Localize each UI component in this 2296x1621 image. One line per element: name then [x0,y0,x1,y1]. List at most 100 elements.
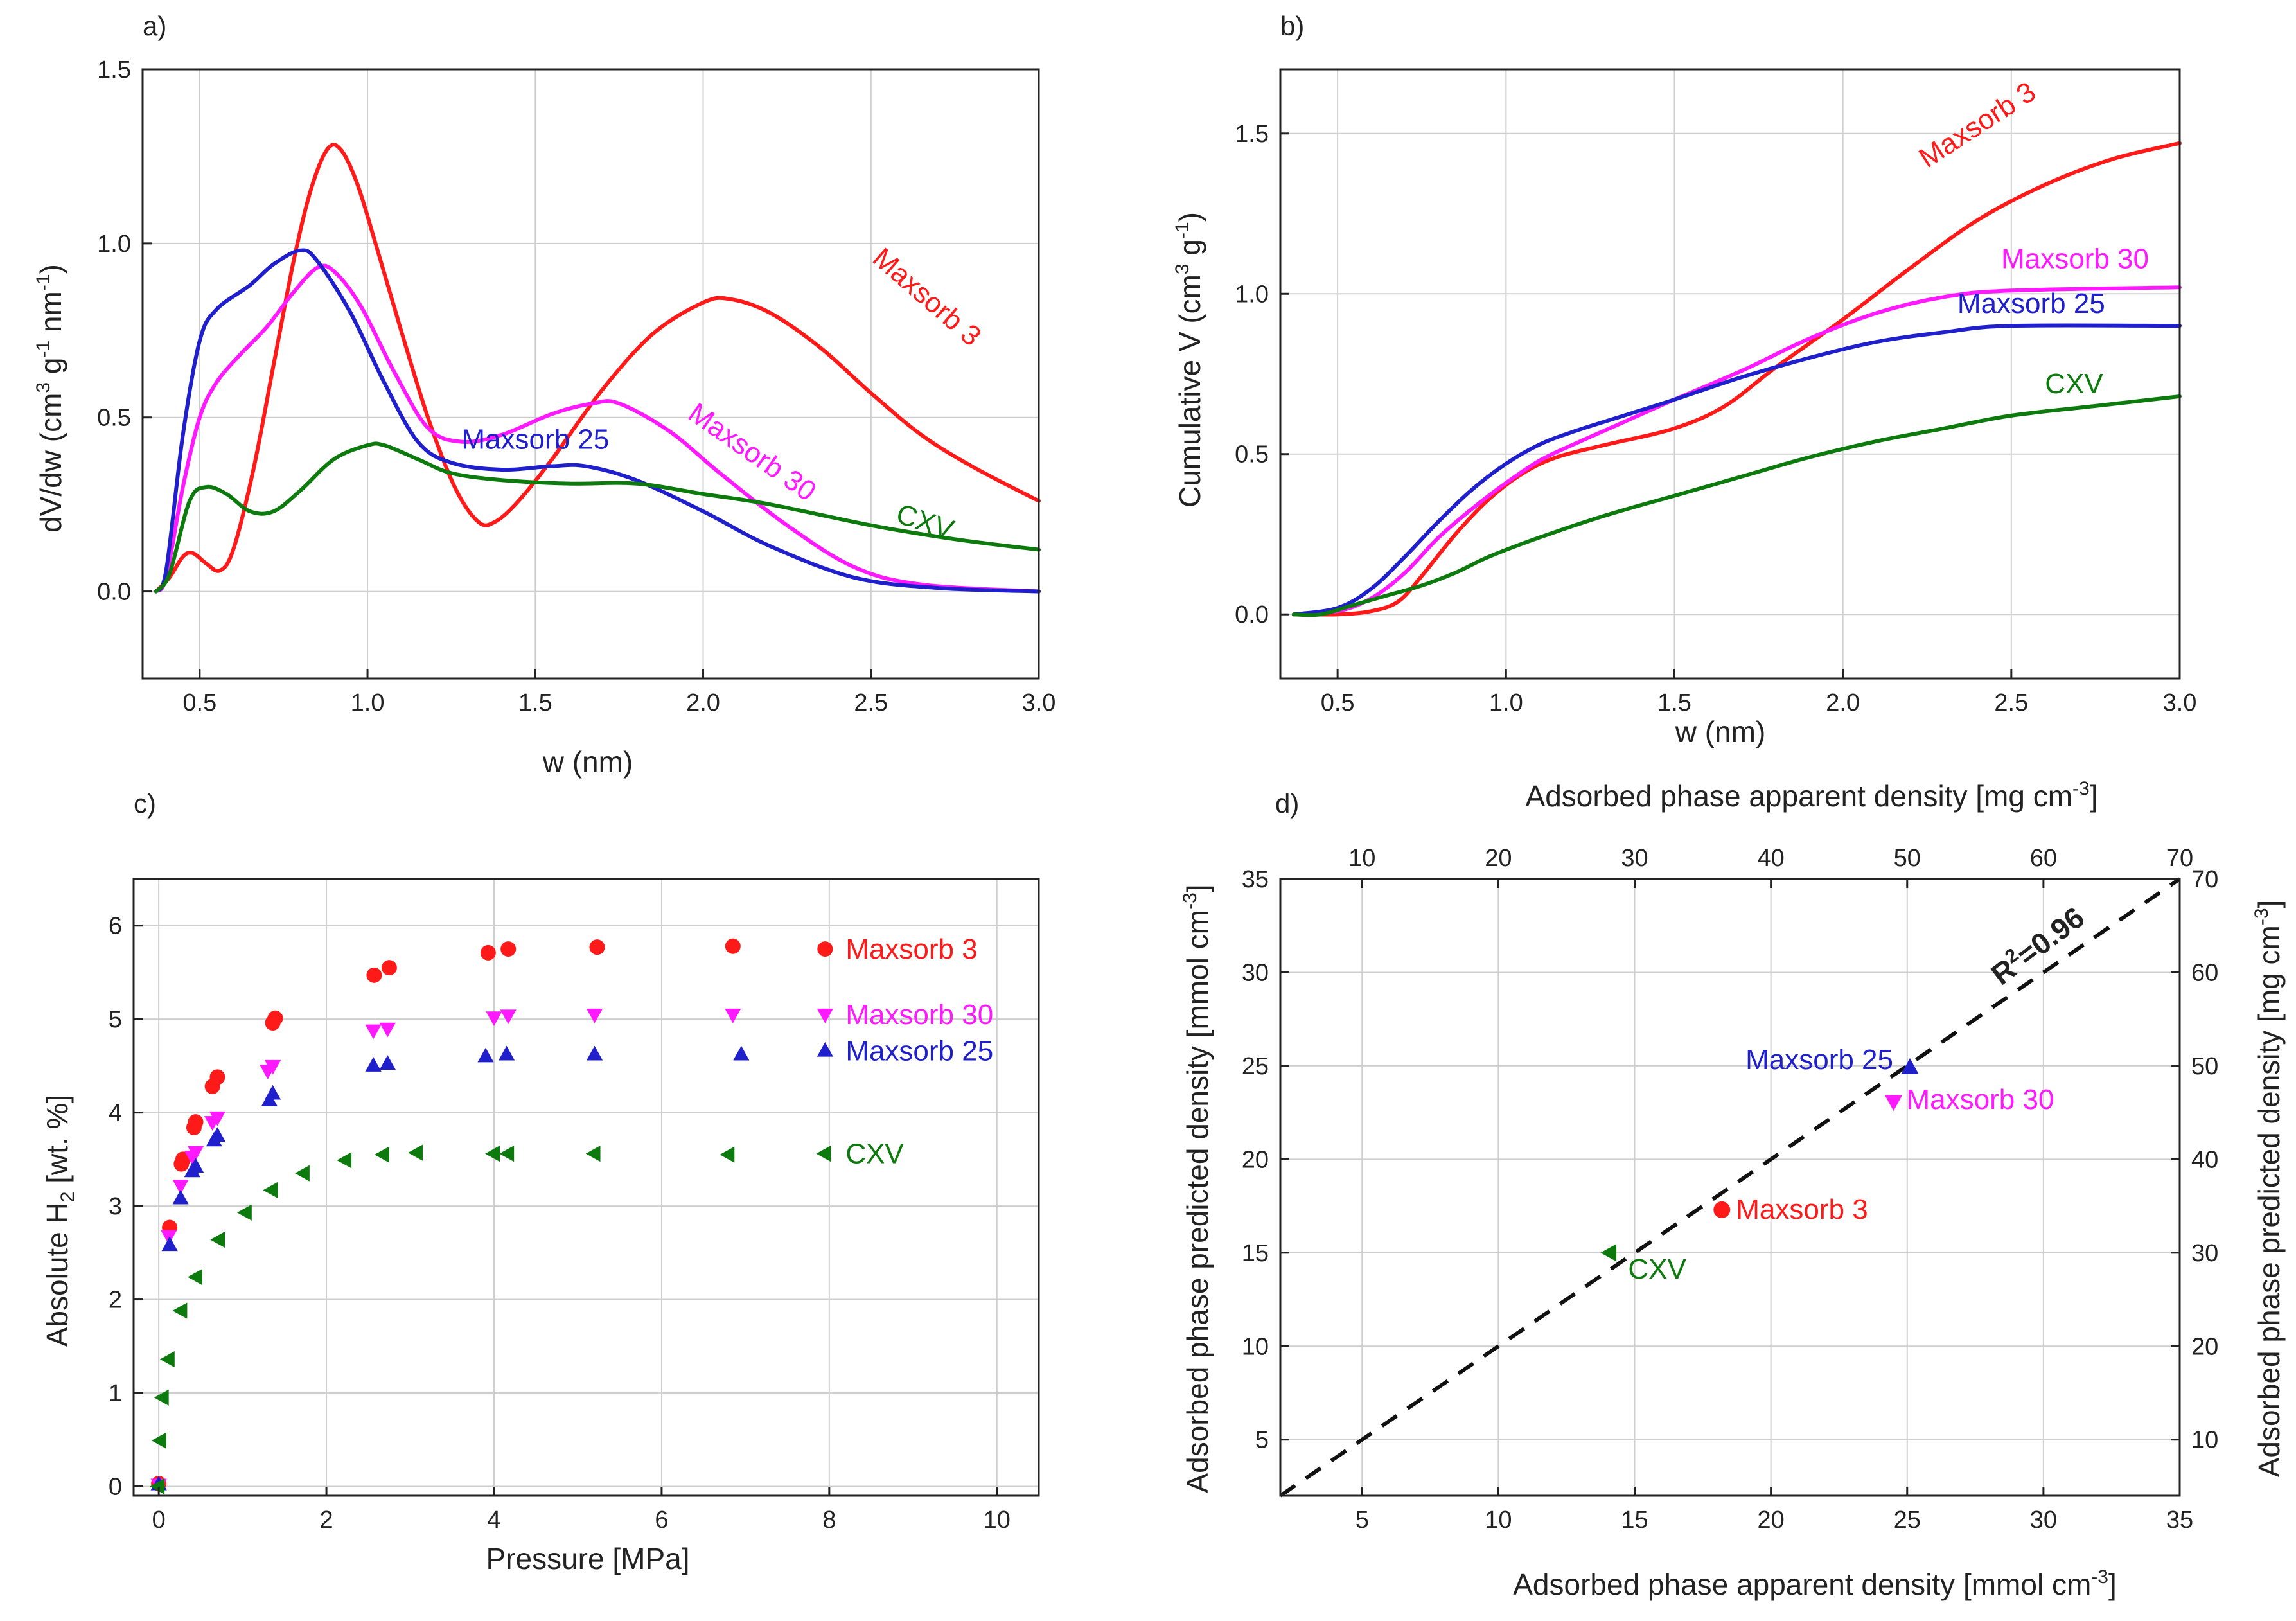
y-tick-label: 0.0 [97,579,131,606]
series-line [154,143,1041,594]
panel-c-label: c) [134,788,156,819]
series-line [1291,285,2182,617]
panel-d-label: d) [1275,788,1299,819]
y-tick-label: 35 [1242,866,1269,893]
x-tick-label: 35 [2166,1507,2193,1534]
x-tick-label: 4 [487,1507,500,1534]
point-label: Maxsorb 30 [1907,1084,2054,1115]
series-annotation: Maxsorb 25 [1957,288,2105,319]
panel-d-chart: d) Maxsorb 25 Maxsorb 30 Maxsorb 3 CXV 5 10 1… [1179,778,2286,1601]
x-tick-label: 2.0 [686,689,720,716]
panel-c-ylabel: Absolute H2 [wt. %] [40,1095,78,1347]
data-point [485,1146,500,1162]
panel-c-frame [132,878,1040,1497]
data-point [500,1009,517,1025]
x-tick-label: 15 [1621,1507,1648,1534]
data-point [365,1024,382,1040]
y-tick-label: 0 [109,1473,122,1500]
x-tick-label: 6 [655,1507,668,1534]
data-point [172,1180,189,1194]
right-y-tick-label: 10 [2191,1427,2218,1454]
panel-b-series [1291,141,2182,617]
series-line [1291,323,2182,617]
x-tick-label: 2.0 [1826,689,1860,716]
data-point [586,1045,603,1061]
y-tick-label: 30 [1242,959,1269,986]
right-y-tick-label: 30 [2191,1240,2218,1267]
data-point [725,938,741,954]
data-point [486,1011,502,1027]
x-tick-label: 0 [152,1507,166,1534]
panel-d-fit [1279,877,2181,1498]
data-point [187,1146,204,1161]
data-point [1600,1244,1617,1262]
series-line [154,441,1041,594]
x-tick-label: 0.5 [1321,689,1355,716]
x-tick-label: 1.0 [1489,689,1523,716]
x-tick-label: 1.5 [518,689,552,716]
panel-d-frame [1279,878,2181,1497]
data-point [172,1302,188,1319]
data-point [267,1010,283,1026]
top-x-tick-label: 40 [1757,845,1784,872]
panel-b-frame [1279,68,2181,680]
data-point [264,1085,281,1100]
x-tick-label: 10 [984,1507,1011,1534]
legend-marker [817,941,833,957]
panel-d-series: Maxsorb 25 Maxsorb 30 Maxsorb 3 CXV [1600,1044,2054,1285]
data-point [498,1045,515,1061]
legend-marker [817,1008,833,1023]
right-y-tick-label: 70 [2191,866,2218,893]
top-x-tick-label: 30 [1621,845,1648,872]
y-tick-label: 5 [1255,1427,1269,1454]
data-point [379,1055,396,1070]
data-point [209,1069,225,1085]
right-y-tick-label: 50 [2191,1053,2218,1080]
panel-c-legend: Maxsorb 3 Maxsorb 30 Maxsorb 25 CXV [816,934,993,1170]
y-tick-label: 1.5 [97,57,131,84]
legend-label: Maxsorb 25 [845,1036,993,1067]
data-point [187,1158,204,1173]
panel-c-series [150,938,750,1495]
top-x-tick-label: 60 [2030,845,2057,872]
panel-a-xlabel: w (nm) [542,745,633,779]
data-point [159,1351,175,1368]
x-tick-label: 30 [2030,1507,2057,1534]
panel-d-right-ylabel: Adsorbed phase predicted density [mg cm-… [2251,900,2286,1478]
data-point [209,1127,226,1142]
y-tick-label: 1.0 [97,231,131,258]
right-y-tick-label: 60 [2191,959,2218,986]
y-tick-label: 15 [1242,1240,1269,1267]
panel-c-ticks: 0 2 4 6 8 10 0 1 2 3 4 5 6 [109,913,1011,1534]
top-x-tick-label: 20 [1485,845,1512,872]
data-point [264,1059,281,1075]
x-tick-label: 5 [1356,1507,1369,1534]
data-point [209,1111,226,1126]
top-x-tick-label: 70 [2166,845,2193,872]
data-point [477,1047,494,1063]
y-tick-label: 1.0 [1235,281,1269,308]
data-point [379,1022,396,1038]
panel-a-label: a) [143,11,166,41]
data-point [499,1146,515,1162]
y-tick-label: 25 [1242,1053,1269,1080]
panel-d-xlabel: Adsorbed phase apparent density [mmol cm… [1513,1566,2117,1601]
data-point [151,1432,166,1449]
y-tick-label: 0.5 [97,405,131,432]
data-point [366,967,382,983]
data-point [408,1144,423,1161]
right-y-tick-label: 20 [2191,1333,2218,1360]
panel-d-top-xlabel: Adsorbed phase apparent density [mg cm-3… [1526,778,2098,813]
data-point [154,1389,169,1406]
legend-label: Maxsorb 30 [845,999,993,1031]
data-point [720,1146,735,1163]
y-tick-label: 10 [1242,1333,1269,1360]
y-tick-label: 4 [109,1100,122,1127]
series-line [154,263,1041,594]
legend-label: CXV [845,1138,904,1170]
series-line [1291,394,2182,617]
y-tick-label: 3 [109,1193,122,1220]
point-label: Maxsorb 3 [1736,1194,1868,1225]
